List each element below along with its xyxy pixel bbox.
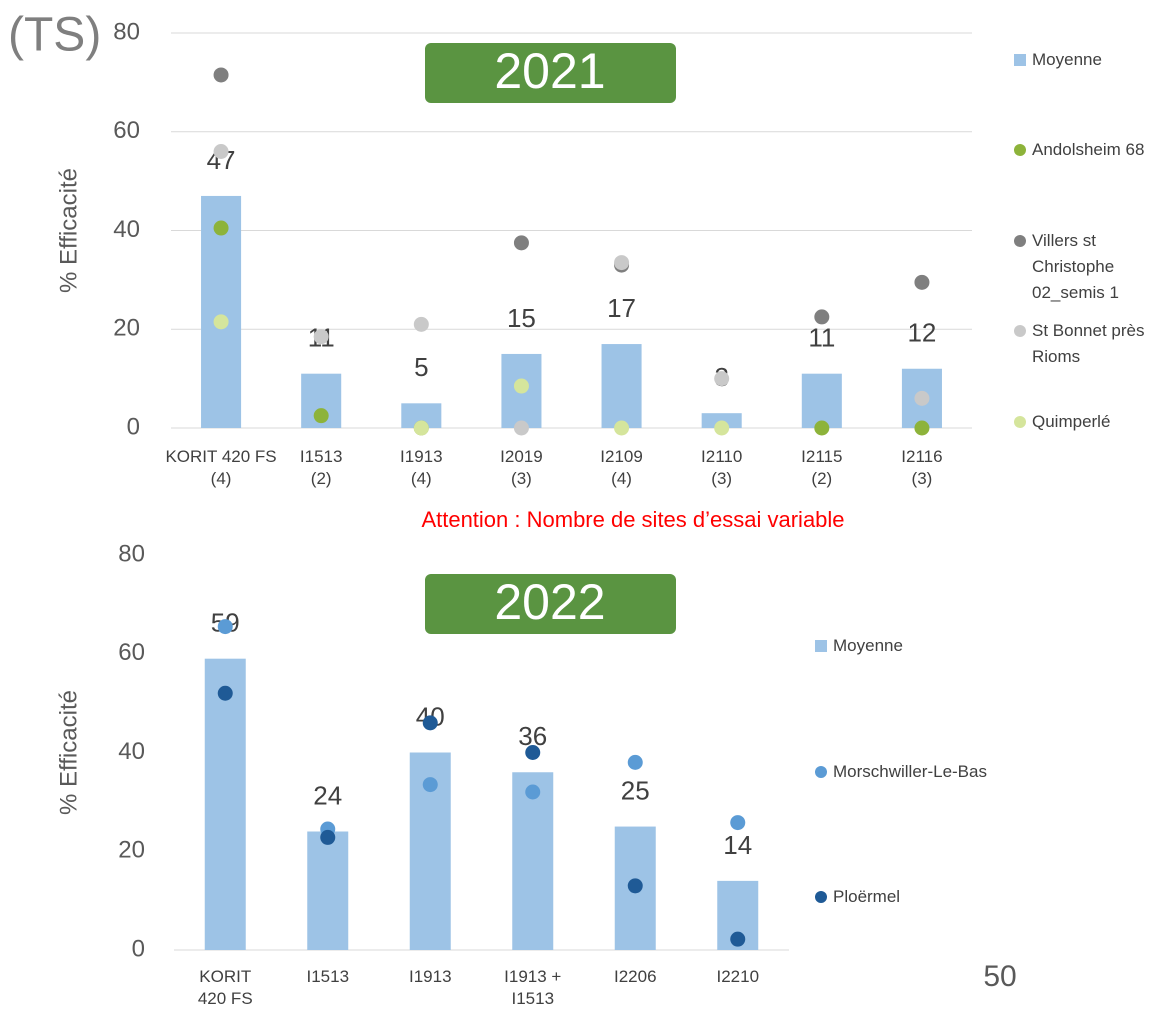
point <box>217 685 233 701</box>
point <box>213 144 229 159</box>
x-tick-label: I2019 (3) <box>500 447 543 488</box>
point <box>513 378 529 394</box>
y-axis-label: % Efficacité <box>55 168 82 293</box>
point <box>730 815 746 831</box>
bar <box>601 344 642 428</box>
y-tick-label: 60 <box>118 639 145 666</box>
point <box>714 371 730 387</box>
point <box>525 745 541 760</box>
x-tick-label: I1913 (4) <box>400 447 443 488</box>
x-tick-label: I2115 (2) <box>801 447 843 488</box>
y-tick-label: 0 <box>132 935 145 962</box>
x-tick-label: I2210 <box>716 967 760 986</box>
legend-marker <box>815 766 827 778</box>
x-tick-label: KORIT 420 FS <box>197 967 253 1008</box>
value-label: 25 <box>621 775 650 805</box>
value-label: 17 <box>607 293 636 323</box>
title-badge <box>425 43 676 103</box>
point <box>422 715 438 731</box>
value-label: 11 <box>808 323 835 353</box>
value-label: 5 <box>414 352 428 382</box>
legend-entry: St Bonnet près Rioms <box>1032 321 1145 366</box>
legend-marker <box>815 891 827 903</box>
point <box>525 784 541 800</box>
chart-title: 2021 <box>494 43 605 99</box>
y-tick-label: 80 <box>113 18 140 45</box>
point <box>413 420 429 436</box>
point <box>313 408 329 424</box>
point <box>730 931 746 947</box>
x-tick-label: I1913 + I1513 <box>504 967 562 1008</box>
y-axis-label: % Efficacité <box>55 690 82 815</box>
y-tick-label: 20 <box>118 837 145 864</box>
point <box>313 329 329 345</box>
legend-entry: Morschwiller-Le-Bas <box>833 762 987 781</box>
legend-entry: Moyenne <box>1032 50 1102 69</box>
legend-entry: Moyenne <box>833 636 903 655</box>
value-label: 24 <box>313 780 342 810</box>
x-tick-label: I2110 (3) <box>701 447 743 488</box>
bar <box>307 831 349 950</box>
point <box>413 316 429 332</box>
bar <box>512 772 554 950</box>
chart-title: 2022 <box>494 574 605 630</box>
y-tick-label: 40 <box>113 216 140 243</box>
x-tick-label: I2206 <box>613 967 657 986</box>
point <box>714 420 730 436</box>
x-tick-label: I1913 <box>408 967 452 986</box>
point <box>213 67 229 83</box>
legend-entry: Quimperlé <box>1032 412 1111 431</box>
point <box>213 314 229 330</box>
y-tick-label: 20 <box>113 315 140 342</box>
x-tick-label: I1513 <box>306 967 350 986</box>
point <box>422 777 438 793</box>
legend-entry: Ploërmel <box>833 887 901 906</box>
bar <box>801 373 842 428</box>
legend-marker <box>1014 416 1026 428</box>
point <box>914 274 930 290</box>
point <box>213 220 229 236</box>
x-tick-label: I2109 (4) <box>600 447 643 488</box>
legend-marker <box>815 640 827 652</box>
point <box>914 420 930 436</box>
point <box>627 754 643 770</box>
title-badge <box>425 574 676 634</box>
y-tick-label: 60 <box>113 117 140 144</box>
x-tick-label: I2116 (3) <box>901 447 943 488</box>
legend-marker <box>1014 235 1026 247</box>
point <box>217 619 233 635</box>
point <box>614 255 630 271</box>
point <box>614 420 630 436</box>
point <box>320 829 336 845</box>
note: Attention : Nombre de sites d’essai vari… <box>421 507 844 532</box>
y-tick-label: 0 <box>127 413 140 440</box>
legend-marker <box>1014 325 1026 337</box>
point <box>513 420 529 436</box>
x-tick-label: I1513 (2) <box>299 447 343 488</box>
legend-marker <box>1014 54 1026 66</box>
y-tick-label: 80 <box>118 540 145 567</box>
point <box>814 420 830 436</box>
point <box>513 235 529 251</box>
legend-marker <box>1014 144 1026 156</box>
value-label: 14 <box>723 830 752 860</box>
legend-entry: Villers st Christophe 02_semis 1 <box>1032 231 1119 302</box>
corner-label: (TS) <box>8 9 101 62</box>
legend-entry: Andolsheim 68 <box>1032 140 1145 159</box>
value-label: 12 <box>907 318 936 348</box>
page-number: 50 <box>983 960 1016 993</box>
point <box>914 390 930 406</box>
value-label: 15 <box>507 303 536 333</box>
y-tick-label: 40 <box>118 738 145 765</box>
point <box>627 878 643 894</box>
bar <box>204 658 246 950</box>
x-tick-label: KORIT 420 FS (4) <box>165 447 277 488</box>
point <box>814 309 830 325</box>
